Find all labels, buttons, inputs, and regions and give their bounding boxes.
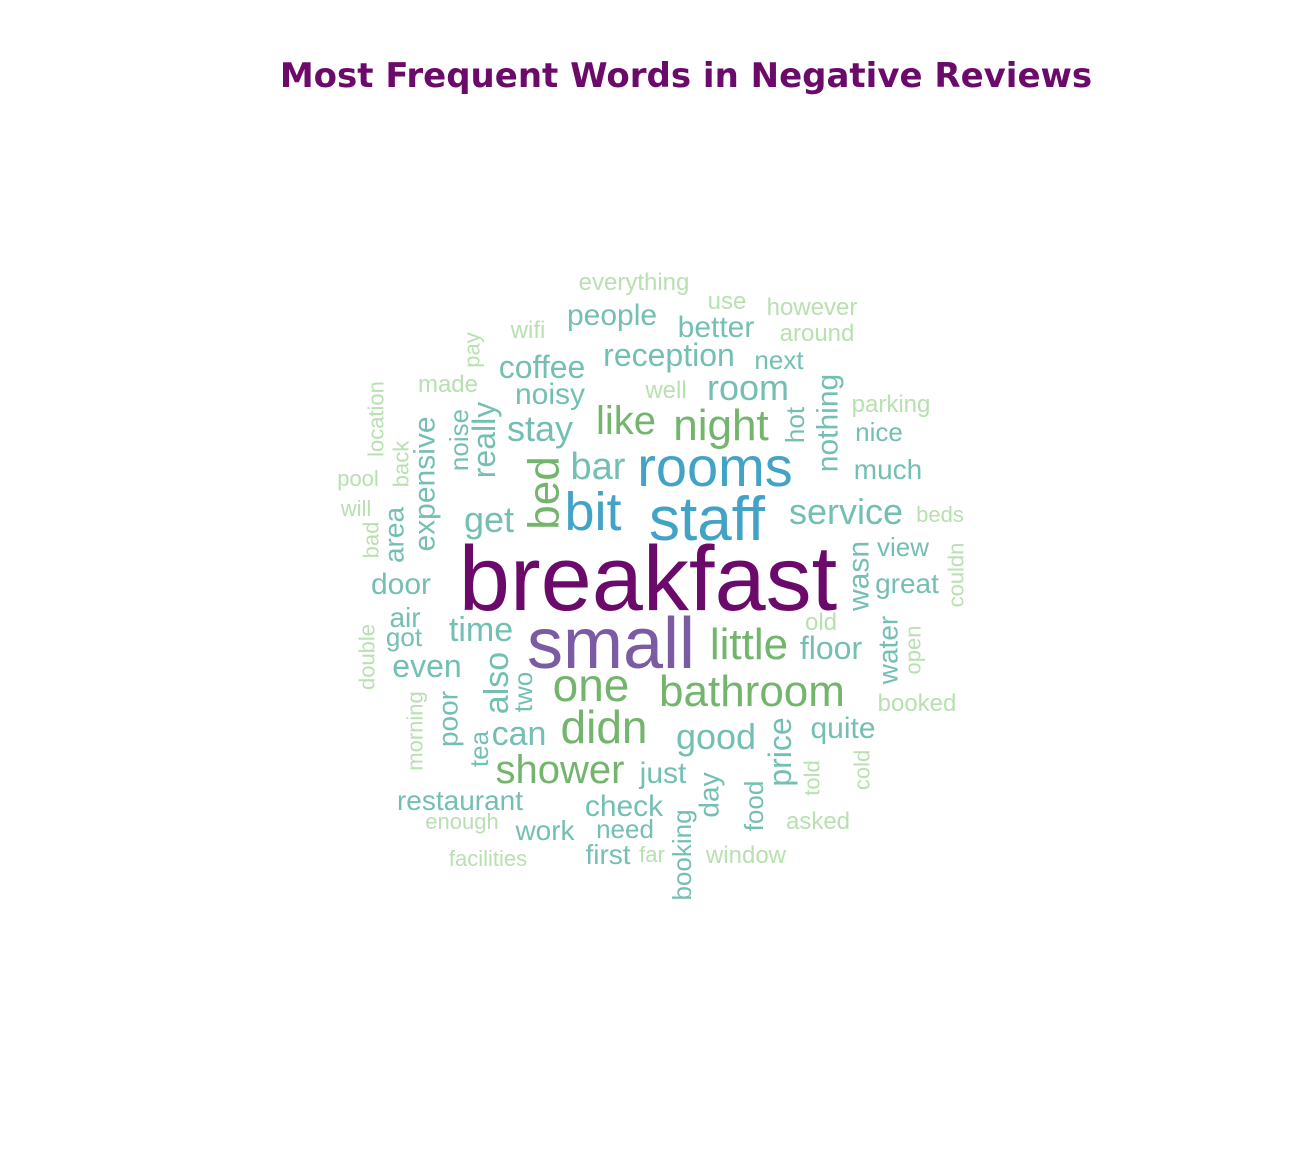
word-back: back [389, 440, 414, 487]
word-restaurant: restaurant [397, 785, 523, 816]
word-pay: pay [460, 332, 485, 367]
word-noisy: noisy [515, 378, 585, 411]
word-tea: tea [464, 730, 494, 767]
word-water: water [873, 616, 904, 685]
word-location: location [364, 381, 389, 457]
word-well: well [644, 377, 686, 404]
word-even: even [392, 648, 461, 684]
word-will: will [340, 496, 372, 521]
word-air: air [389, 602, 420, 633]
word-next: next [754, 345, 804, 375]
word-little: little [710, 620, 788, 669]
word-can: can [492, 715, 547, 753]
word-time: time [449, 611, 513, 649]
word-area: area [379, 507, 410, 563]
word-also: also [478, 652, 516, 714]
word-door: door [371, 568, 431, 601]
word-two: two [508, 672, 538, 712]
word-day: day [694, 772, 725, 817]
word-bar: bar [571, 446, 626, 488]
word-poor: poor [433, 691, 464, 747]
word-staff: staff [649, 485, 766, 554]
word-booking: booking [667, 809, 697, 900]
word-window: window [705, 842, 787, 869]
word-room: room [707, 367, 789, 408]
word-bathroom: bathroom [659, 667, 845, 716]
word-old: old [805, 609, 837, 636]
word-bit: bit [564, 482, 621, 542]
word-bad: bad [359, 522, 384, 559]
word-asked: asked [786, 808, 850, 835]
word-night: night [673, 401, 768, 450]
word-check: check [585, 790, 664, 823]
word-bed: bed [520, 456, 569, 529]
word-need: need [596, 814, 654, 844]
word-reception: reception [603, 337, 735, 373]
word-open: open [901, 626, 926, 675]
word-get: get [464, 499, 514, 540]
word-people: people [567, 299, 657, 332]
word-floor: floor [800, 630, 863, 666]
word-breakfast: breakfast [459, 528, 837, 630]
word-nice: nice [855, 417, 903, 447]
word-however: however [767, 294, 858, 321]
word-view: view [877, 532, 929, 562]
word-just: just [639, 757, 687, 790]
word-noise: noise [444, 409, 474, 471]
word-got: got [386, 622, 423, 652]
word-hot: hot [780, 406, 810, 443]
word-service: service [789, 491, 903, 532]
word-parking: parking [852, 391, 931, 418]
word-small: small [527, 604, 695, 684]
word-like: like [596, 399, 656, 443]
word-better: better [678, 311, 755, 344]
word-told: told [800, 760, 825, 795]
word-booked: booked [878, 690, 957, 717]
chart-title: Most Frequent Words in Negative Reviews [279, 56, 1093, 96]
word-double: double [355, 624, 380, 690]
word-expensive: expensive [409, 416, 442, 551]
word-beds: beds [916, 502, 964, 527]
word-good: good [676, 716, 756, 757]
word-wifi: wifi [510, 317, 546, 344]
word-far: far [639, 842, 665, 867]
word-cold: cold [850, 750, 875, 790]
word-enough: enough [425, 809, 498, 834]
word-wasn: wasn [843, 541, 876, 612]
word-stay: stay [507, 408, 573, 449]
word-nothing: nothing [812, 374, 845, 472]
word-rooms: rooms [637, 435, 793, 498]
word-pool: pool [337, 466, 379, 491]
word-quite: quite [810, 712, 875, 745]
word-everything: everything [579, 269, 690, 296]
word-price: price [762, 717, 798, 786]
word-coffee: coffee [499, 349, 586, 385]
word-much: much [854, 454, 922, 485]
word-facilities: facilities [449, 846, 527, 871]
word-work: work [514, 815, 575, 846]
word-shower: shower [496, 748, 625, 792]
word-didn: didn [561, 701, 648, 753]
word-one: one [553, 659, 630, 711]
word-really: really [466, 402, 502, 478]
word-first: first [585, 839, 630, 870]
word-use: use [708, 288, 747, 315]
word-food: food [739, 781, 769, 832]
word-made: made [418, 371, 478, 398]
word-great: great [875, 568, 939, 599]
word-couldn: couldn [944, 543, 969, 608]
word-morning: morning [403, 691, 428, 770]
word-around: around [780, 320, 855, 347]
